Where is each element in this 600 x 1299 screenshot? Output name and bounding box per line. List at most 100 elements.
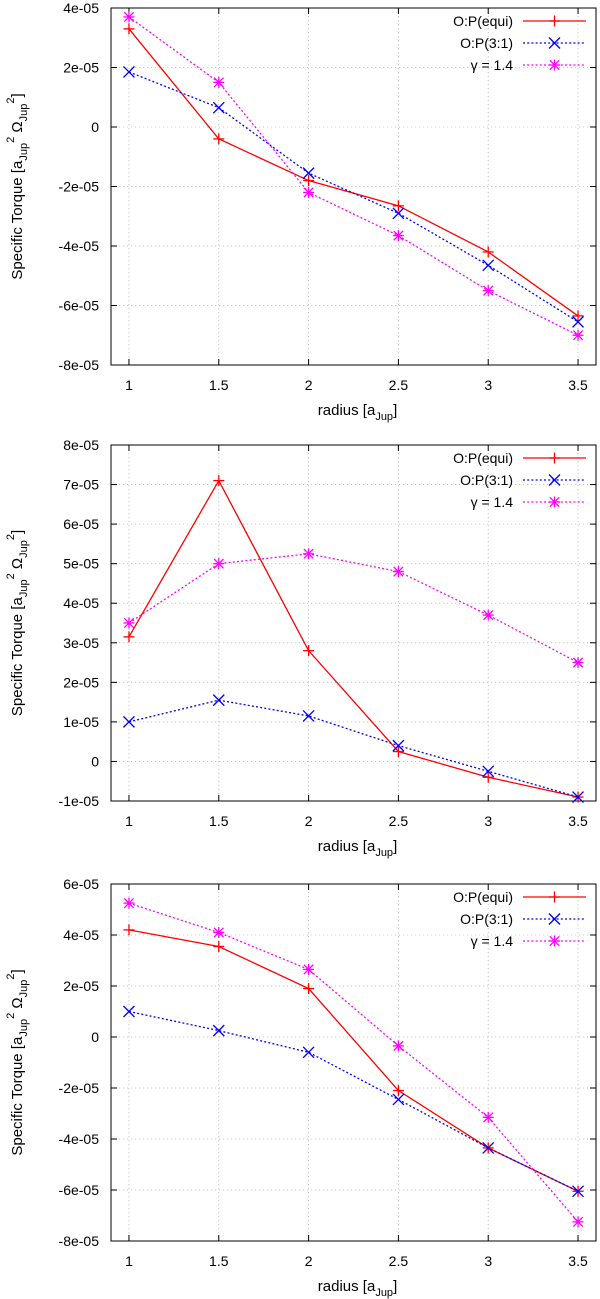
series-2-point	[482, 765, 495, 778]
legend-marker	[549, 891, 560, 903]
series-2-point	[212, 694, 225, 707]
x-tick-label: 2	[305, 377, 313, 393]
series-line-3	[128, 553, 579, 664]
series-2-point	[212, 1024, 225, 1037]
legend-label: O:P(equi)	[453, 450, 513, 466]
chart-panel-1: -8e-05 -6e-05 -4e-05 -2e-05 0 2e-05 4e-05 1 1.5 2…	[5, 0, 597, 423]
y-tick-label: -8e-05	[59, 357, 100, 373]
y-tick-label: 0	[91, 119, 99, 135]
chart-panel-2: -1e-05 0 1e-05 2e-05 3e-05 4e-05 5e-05 6e-05 7e-…	[5, 437, 597, 859]
y-tick-label: -6e-05	[59, 298, 100, 314]
x-tick-label: 2	[305, 813, 313, 829]
series-line-2	[128, 699, 579, 798]
series-1-point	[303, 645, 315, 657]
legend-label: O:P(3:1)	[460, 35, 513, 51]
series-1-point	[392, 746, 404, 758]
series-line-1	[128, 929, 579, 1192]
series-2-point	[123, 66, 135, 78]
series-3-point	[213, 76, 225, 88]
legend-marker	[548, 474, 561, 486]
series-2-point	[482, 259, 495, 272]
chart-panel-3: -8e-05 -6e-05 -4e-05 -2e-05 0 2e-05 4e-05 6e-05…	[5, 876, 597, 1299]
series-3-point	[213, 558, 225, 570]
legend-label: O:P(equi)	[453, 889, 513, 905]
series-3-point	[303, 963, 315, 975]
y-tick-label: -2e-05	[59, 1080, 100, 1096]
x-tick-label: 1.5	[209, 813, 229, 829]
y-tick-label: -4e-05	[59, 1131, 100, 1147]
series-3-point	[303, 548, 315, 560]
x-tick-label: 1.5	[209, 377, 229, 393]
x-axis-label: radius [aJup]	[318, 1278, 397, 1299]
series-1-point	[392, 1085, 404, 1097]
series-2-point	[392, 739, 405, 752]
y-axis-label: Specific Torque [aJup2 ΩJup2]	[5, 969, 30, 1155]
series-3-point	[392, 1040, 404, 1052]
x-tick-label: 3	[484, 1253, 492, 1269]
y-tick-label: 2e-05	[63, 60, 99, 76]
y-tick-label: 4e-05	[63, 927, 99, 943]
series-2-point	[572, 791, 584, 804]
series-2-point	[302, 1046, 315, 1059]
series-3-point	[572, 329, 584, 341]
y-tick-label: -4e-05	[59, 238, 100, 254]
series-3-point	[303, 186, 315, 198]
y-tick-label: -2e-05	[59, 179, 100, 195]
series-2-point	[212, 101, 225, 114]
y-axis-label: Specific Torque [aJup2 ΩJup2]	[5, 93, 30, 279]
y-axis-label: Specific Torque [aJup2 ΩJup2]	[5, 530, 30, 716]
y-tick-label: 0	[91, 1029, 99, 1045]
y-tick-label: -8e-05	[59, 1233, 100, 1249]
legend-label: O:P(equi)	[453, 13, 513, 29]
x-tick-label: 2.5	[389, 813, 409, 829]
series-2-point	[572, 1185, 584, 1198]
x-tick-label: 2	[305, 1253, 313, 1269]
series-3-point	[572, 657, 584, 669]
series-3-point	[213, 926, 225, 938]
x-tick-label: 1	[125, 377, 133, 393]
series-1-point	[123, 924, 135, 936]
series-1-point	[392, 200, 404, 212]
series-3-point	[482, 609, 494, 621]
series-1-point	[123, 23, 135, 35]
plot-frame	[110, 883, 597, 1242]
legend-marker	[549, 935, 560, 947]
x-tick-label: 1	[125, 1253, 133, 1269]
series-3-point	[482, 1111, 494, 1123]
x-tick-label: 3.5	[568, 1253, 588, 1269]
x-tick-label: 2.5	[389, 377, 409, 393]
series-1-point	[213, 133, 225, 145]
series-2-point	[302, 709, 315, 722]
x-tick-label: 3.5	[568, 377, 588, 393]
legend-label: γ = 1.4	[471, 933, 514, 949]
x-tick-label: 3	[484, 813, 492, 829]
x-tick-label: 1.5	[209, 1253, 229, 1269]
legend-label: γ = 1.4	[471, 494, 514, 510]
y-tick-label: 1e-05	[63, 714, 99, 730]
series-1-point	[482, 246, 494, 258]
y-tick-label: 2e-05	[63, 674, 99, 690]
series-line-2	[128, 71, 579, 323]
y-tick-label: -1e-05	[59, 793, 100, 809]
legend-label: O:P(3:1)	[460, 472, 513, 488]
y-tick-label: 7e-05	[63, 477, 99, 493]
plot-frame	[110, 444, 597, 802]
series-line-2	[128, 1010, 579, 1192]
series-3-point	[392, 566, 404, 578]
series-line-3	[128, 902, 579, 1223]
series-2-point	[123, 715, 135, 728]
x-axis-label: radius [aJup]	[318, 402, 397, 423]
series-2-point	[392, 207, 405, 220]
series-2-point	[123, 1005, 135, 1018]
series-1-point	[482, 771, 494, 783]
x-tick-label: 3.5	[568, 813, 588, 829]
series-3-point	[572, 1216, 584, 1228]
y-tick-label: 4e-05	[63, 0, 99, 16]
legend-label: γ = 1.4	[471, 57, 514, 73]
x-tick-label: 2.5	[389, 1253, 409, 1269]
legend-marker	[548, 37, 561, 49]
series-1-point	[572, 310, 584, 322]
series-2-point	[392, 1093, 405, 1106]
series-3-point	[123, 11, 135, 23]
